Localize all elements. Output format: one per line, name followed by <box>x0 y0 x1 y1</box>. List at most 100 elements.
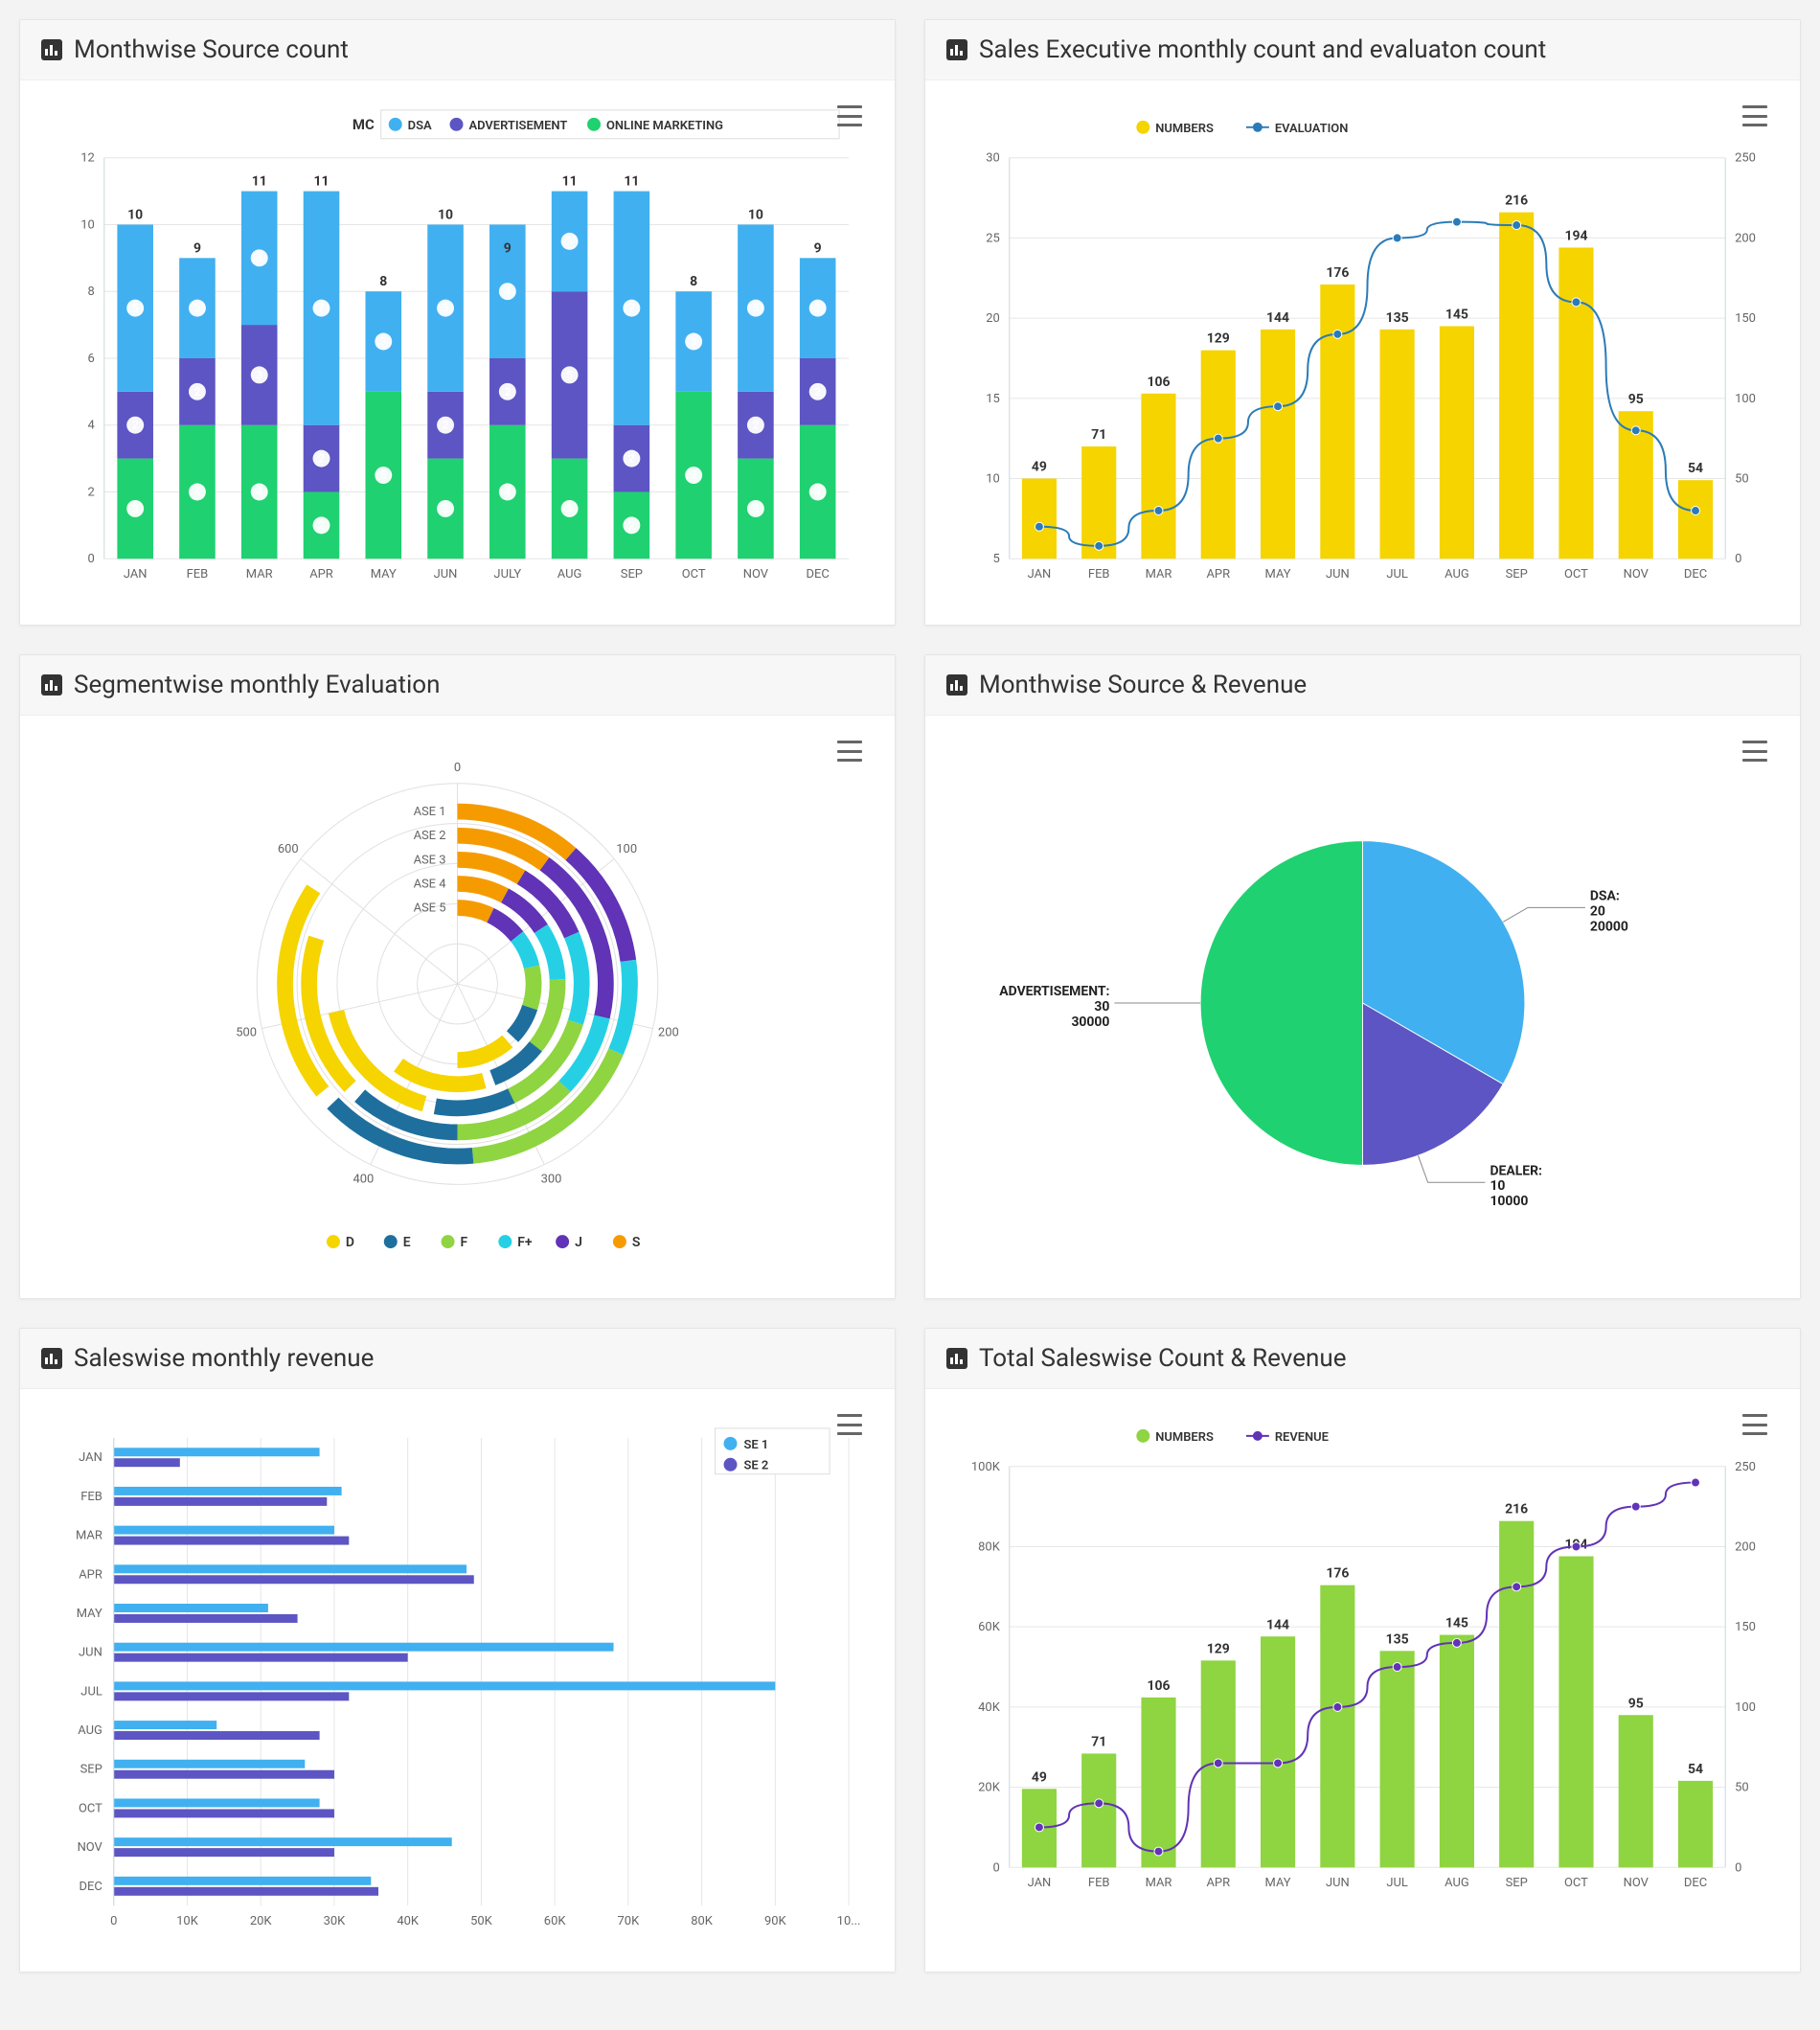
svg-text:MAR: MAR <box>1146 1876 1172 1890</box>
svg-text:95: 95 <box>1628 392 1644 407</box>
svg-text:JUL: JUL <box>1386 567 1408 582</box>
svg-text:60K: 60K <box>544 1914 567 1928</box>
svg-text:MC: MC <box>353 116 375 133</box>
panel-saleswise-monthly-revenue: Saleswise monthly revenue 010K20K30K40K5… <box>19 1328 896 1973</box>
svg-text:200: 200 <box>658 1025 679 1039</box>
svg-text:2: 2 <box>628 518 635 532</box>
panel-monthwise-source-revenue: Monthwise Source & Revenue DSA:2020000DE… <box>924 654 1801 1299</box>
svg-text:JUN: JUN <box>1326 567 1350 582</box>
svg-text:135: 135 <box>1386 1631 1409 1647</box>
svg-text:ADVERTISEMENT: ADVERTISEMENT <box>468 119 567 133</box>
panel-header: Sales Executive monthly count and evalua… <box>925 20 1800 80</box>
svg-text:50: 50 <box>1735 1781 1749 1795</box>
svg-text:106: 106 <box>1147 1678 1170 1694</box>
panel-header: Segmentwise monthly Evaluation <box>20 655 895 716</box>
svg-text:EVALUATION: EVALUATION <box>1275 122 1349 136</box>
svg-text:4: 4 <box>504 485 511 498</box>
svg-text:SEP: SEP <box>1506 567 1528 582</box>
panel-title: Sales Executive monthly count and evalua… <box>979 35 1546 64</box>
svg-text:0: 0 <box>993 1860 1000 1875</box>
svg-text:100: 100 <box>1735 392 1756 406</box>
svg-text:129: 129 <box>1207 331 1230 347</box>
svg-text:10: 10 <box>748 207 763 222</box>
svg-text:REVENUE: REVENUE <box>1275 1430 1329 1445</box>
svg-text:5: 5 <box>380 468 387 482</box>
svg-text:MAY: MAY <box>371 567 397 582</box>
svg-text:AUG: AUG <box>1445 1876 1469 1890</box>
svg-text:9: 9 <box>504 240 512 256</box>
chart-menu-icon[interactable] <box>1742 105 1767 126</box>
svg-text:ASE 4: ASE 4 <box>414 877 446 891</box>
panel-title: Monthwise Source count <box>74 35 349 64</box>
svg-text:3: 3 <box>814 302 821 315</box>
chart-menu-icon[interactable] <box>837 1414 862 1435</box>
chart-menu-icon[interactable] <box>837 105 862 126</box>
svg-text:J: J <box>575 1235 582 1250</box>
svg-text:ASE 5: ASE 5 <box>414 901 446 916</box>
chart-4: DSA:2020000DEALER:1010000ADVERTISEMENT:3… <box>952 735 1773 1271</box>
panel-monthwise-source-count: Monthwise Source count 02468101232510JAN… <box>19 19 896 626</box>
svg-text:AUG: AUG <box>557 567 582 582</box>
svg-text:APR: APR <box>309 567 333 582</box>
svg-text:49: 49 <box>1032 1769 1047 1785</box>
svg-text:NOV: NOV <box>1624 1876 1649 1890</box>
svg-text:3: 3 <box>194 302 201 315</box>
svg-text:80K: 80K <box>691 1914 714 1928</box>
svg-text:OCT: OCT <box>1564 1876 1588 1890</box>
svg-text:20K: 20K <box>978 1781 1001 1795</box>
svg-text:ADVERTISEMENT:: ADVERTISEMENT: <box>999 984 1109 999</box>
svg-text:40K: 40K <box>978 1700 1001 1715</box>
svg-text:3: 3 <box>443 502 449 515</box>
svg-text:10: 10 <box>1490 1178 1505 1194</box>
svg-text:FEB: FEB <box>1088 1876 1110 1890</box>
svg-text:SE 2: SE 2 <box>743 1459 768 1473</box>
svg-text:3: 3 <box>566 235 573 248</box>
svg-text:4: 4 <box>194 485 201 498</box>
svg-text:4: 4 <box>256 485 262 498</box>
panel-title: Total Saleswise Count & Revenue <box>979 1344 1347 1373</box>
svg-text:216: 216 <box>1505 194 1528 209</box>
svg-text:10000: 10000 <box>1490 1194 1528 1209</box>
svg-text:E: E <box>403 1235 411 1250</box>
svg-text:APR: APR <box>1206 567 1230 582</box>
chart-menu-icon[interactable] <box>1742 741 1767 762</box>
svg-text:2: 2 <box>504 385 511 399</box>
svg-text:10: 10 <box>986 472 1000 487</box>
svg-text:DEC: DEC <box>807 567 830 582</box>
svg-text:FEB: FEB <box>1088 567 1110 582</box>
svg-text:APR: APR <box>1206 1876 1230 1890</box>
svg-text:JAN: JAN <box>1028 567 1052 582</box>
panel-sales-exec-monthly: Sales Executive monthly count and evalua… <box>924 19 1801 626</box>
svg-text:JAN: JAN <box>79 1450 102 1465</box>
svg-text:4: 4 <box>88 419 95 433</box>
svg-text:MAR: MAR <box>76 1529 102 1543</box>
svg-text:JAN: JAN <box>124 567 148 582</box>
svg-text:7: 7 <box>628 302 635 315</box>
svg-text:3: 3 <box>752 502 759 515</box>
svg-text:2: 2 <box>88 485 95 499</box>
svg-text:300: 300 <box>541 1173 562 1187</box>
svg-text:MAR: MAR <box>1146 567 1172 582</box>
svg-text:2: 2 <box>443 419 449 432</box>
svg-text:FEB: FEB <box>80 1490 102 1504</box>
svg-text:145: 145 <box>1445 1616 1468 1631</box>
svg-text:DEC: DEC <box>1684 1876 1707 1890</box>
svg-text:10...: 10... <box>837 1914 861 1928</box>
svg-text:100K: 100K <box>971 1460 1001 1474</box>
svg-text:135: 135 <box>1386 310 1409 326</box>
svg-text:0: 0 <box>454 761 461 775</box>
svg-text:7: 7 <box>318 302 325 315</box>
chart-menu-icon[interactable] <box>1742 1414 1767 1435</box>
svg-text:20: 20 <box>986 311 1000 326</box>
chart-1: 02468101232510JAN4239FEB43411MAR22711APR… <box>47 100 868 598</box>
svg-text:DSA:: DSA: <box>1590 888 1620 903</box>
svg-text:ASE 1: ASE 1 <box>414 805 446 819</box>
svg-text:5: 5 <box>132 302 139 315</box>
svg-text:216: 216 <box>1505 1502 1528 1517</box>
svg-text:5: 5 <box>443 302 449 315</box>
panel-header: Monthwise Source & Revenue <box>925 655 1800 716</box>
svg-text:JUL: JUL <box>1386 1876 1408 1890</box>
svg-text:2: 2 <box>318 518 325 532</box>
svg-text:NUMBERS: NUMBERS <box>1155 1430 1214 1445</box>
chart-menu-icon[interactable] <box>837 741 862 762</box>
